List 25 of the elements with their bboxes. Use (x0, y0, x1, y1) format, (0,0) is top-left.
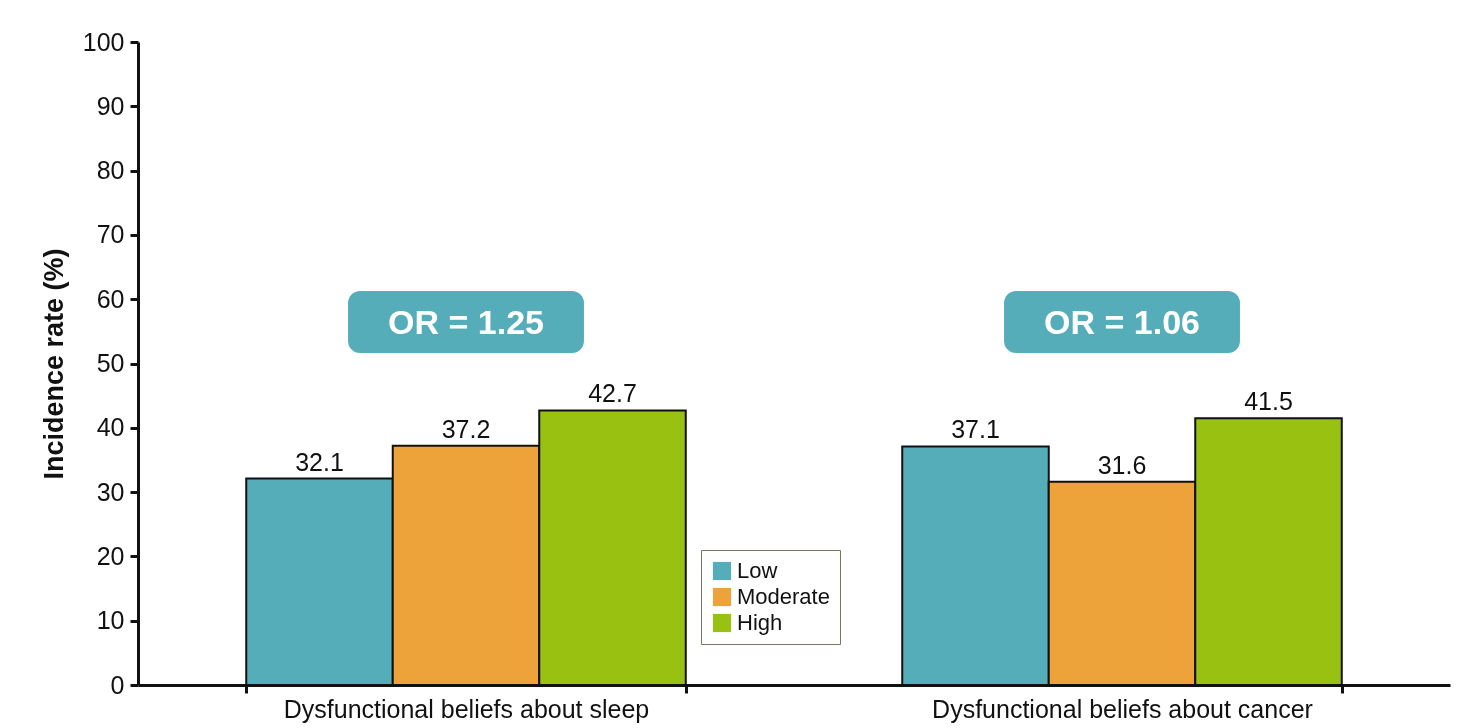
y-tick-label: 0 (110, 670, 125, 699)
y-tick-label: 90 (96, 91, 125, 120)
y-tick-label: 30 (96, 477, 125, 506)
y-tick-label: 100 (82, 27, 125, 56)
data-label: 32.1 (295, 447, 344, 476)
y-axis-title: Incidence rate (%) (38, 248, 69, 480)
data-label: 42.7 (588, 379, 637, 408)
y-tick-label: 50 (96, 349, 125, 377)
data-label: 31.6 (1097, 450, 1147, 479)
data-label: 37.2 (441, 414, 491, 443)
x-tick-label: Dysfunctional beliefs about cancer (932, 694, 1313, 723)
y-tick-label: 80 (96, 156, 125, 185)
y-tick-label: 70 (96, 220, 125, 249)
x-tick-label: Dysfunctional beliefs about sleep (283, 694, 650, 723)
annotation: OR = 1.25 (388, 303, 544, 341)
annotation: OR = 1.06 (1044, 303, 1200, 341)
legend-label: High (737, 610, 783, 635)
y-tick-label: 60 (96, 284, 125, 313)
y-tick-label: 40 (96, 413, 125, 442)
y-tick-label: 20 (96, 541, 125, 570)
y-tick-label: 10 (96, 606, 125, 635)
data-label: 41.5 (1244, 387, 1293, 416)
legend-label: Moderate (737, 584, 830, 609)
data-label: 37.1 (951, 415, 1000, 444)
legend-label: Low (737, 558, 778, 583)
